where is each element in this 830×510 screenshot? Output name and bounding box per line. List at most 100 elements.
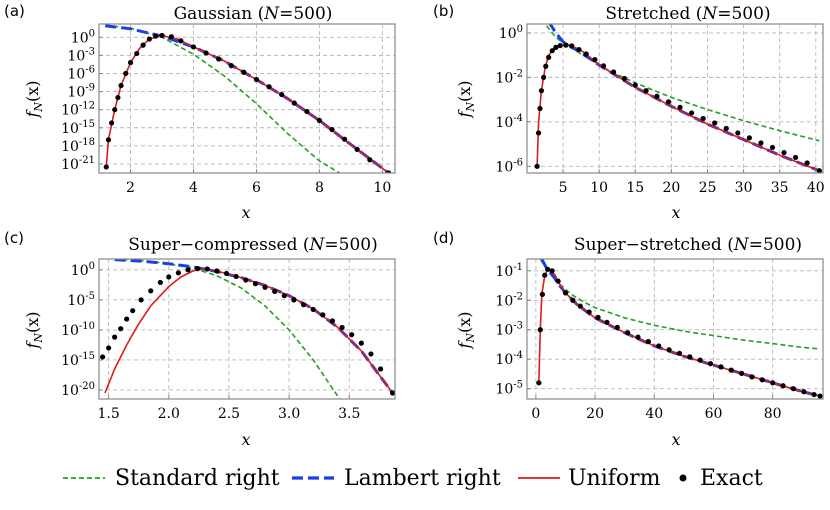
exact-point [718,364,724,370]
x-tick-label: 8 [315,180,324,196]
panel-c: 1.5 2.0 2.5 3.0 3.510010-510-1010-1510-20(c)… [4,229,396,449]
lambert-right-curve [114,259,394,394]
y-tick-label: 10-6 [495,157,523,175]
exact-point [563,42,569,48]
y-tick-exponent: -2 [513,68,523,79]
y-tick-exponent: -21 [79,155,95,166]
exact-point [100,354,106,360]
exact-point [546,54,552,60]
y-tick-base: 10 [61,103,79,119]
exact-point [811,391,817,398]
x-tick-label: 3.0 [278,406,300,422]
panel-title: Super−stretched (N=500) [574,235,802,255]
exact-point [632,82,638,88]
x-tick-label: 25 [699,180,717,196]
x-tick-label: 60 [705,406,723,422]
title-suffix: =500) [324,235,377,255]
exact-point [316,117,323,124]
exact-point [203,50,209,56]
exact-point [310,306,316,313]
x-tick-label: 0 [531,406,540,422]
exact-point [780,383,786,389]
lambert-right-curve [105,24,390,173]
exact-point [621,75,628,82]
title-suffix: =500) [717,4,770,24]
exact-point [654,93,660,99]
exact-point [368,351,374,357]
y-tick-exponent: -4 [513,113,523,124]
y-tick-label: 10-18 [61,137,95,155]
exact-point [291,297,297,303]
exact-point [770,380,776,386]
exact-point [645,338,651,345]
exact-point [118,326,124,332]
exact-point [339,324,345,331]
panel-title: Super−compressed (N=500) [128,235,377,255]
y-tick-base: 10 [495,293,513,309]
exact-point [389,390,395,396]
panel-a: 2 4 6 8 1010010-310-610-910-1210-1510-1810-2… [4,2,396,222]
y-tick-exponent: -6 [513,157,523,168]
y-tick-base: 10 [61,353,79,369]
y-tick-base: 10 [495,159,513,175]
y-tick-label: 10-1 [495,262,523,280]
y-tick-base: 10 [495,264,513,280]
exact-point [595,314,601,320]
y-tick-base: 10 [67,66,85,82]
y-tick-base: 10 [499,26,517,42]
y-axis-label: fN(x) [455,311,477,349]
exact-point [555,278,561,284]
exact-point [739,370,745,376]
exact-point [749,374,755,380]
exact-point [746,135,752,141]
y-tick-base: 10 [495,115,513,131]
y-axis-label: fN(x) [23,80,45,118]
y-tick-label: 10-5 [495,380,523,398]
exact-point [228,63,234,69]
y-axis-label: fN(x) [23,311,45,349]
x-tick-label: 3.5 [338,406,360,422]
exact-point [557,42,563,49]
exact-point [103,164,109,170]
exact-point [537,327,543,333]
exact-point [140,42,146,48]
y-tick-label: 100 [71,261,95,279]
exact-point [569,43,575,49]
exact-point [216,56,222,62]
plot-frame [526,258,824,400]
exact-point [112,334,118,340]
x-tick-label: 80 [764,406,782,422]
x-tick-label: 2.5 [218,406,240,422]
y-tick-label: 10-6 [67,64,95,82]
y-label-arg: (x) [455,311,474,333]
exact-point [801,389,807,395]
y-tick-label: 10-4 [495,350,523,368]
y-label-sub: N [464,102,477,113]
y-tick-label: 10-9 [67,83,95,101]
exact-point [195,266,201,272]
y-label-f: f [455,109,474,119]
y-tick-exponent: 0 [517,24,523,35]
y-tick-label: 10-5 [67,291,95,309]
title-suffix: =500) [279,4,332,24]
exact-point [539,291,545,297]
exact-point [543,63,549,69]
exact-point [243,277,249,283]
y-tick-base: 10 [67,48,85,64]
panel-label: (a) [4,2,25,20]
exact-point [549,48,555,54]
exact-point [241,69,247,75]
y-tick-exponent: 0 [89,261,95,272]
exact-point [146,36,152,42]
legend-exact-swatch [679,474,687,482]
y-tick-exponent: -9 [85,83,95,94]
uniform-curve [105,34,390,173]
exact-point [553,44,559,50]
exact-point [677,104,683,110]
y-label-sub: N [464,333,477,344]
exact-point [134,50,140,57]
exact-point [304,108,310,115]
exact-point [643,88,649,94]
y-tick-exponent: -15 [79,351,95,362]
y-tick-base: 10 [61,157,79,173]
